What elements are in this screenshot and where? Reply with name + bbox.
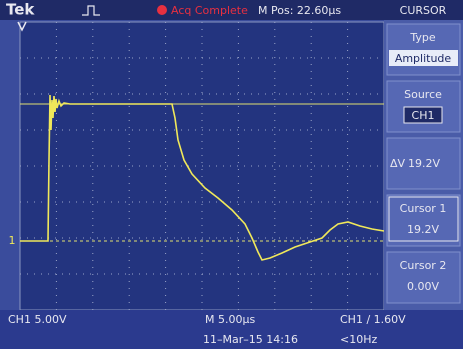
- position: M Pos: 22.60µs: [258, 4, 341, 17]
- menu-value: 19.2V: [407, 223, 439, 236]
- menu-label: Cursor 2: [400, 259, 447, 272]
- menu-value: Amplitude: [395, 52, 452, 65]
- time-scale: M 5.00µs: [205, 313, 255, 326]
- trigger-setting: CH1 ∕ 1.60V: [340, 313, 406, 326]
- menu-value: 0.00V: [407, 280, 439, 293]
- menu-label: Cursor 1: [400, 202, 447, 215]
- menu-title: CURSOR: [400, 4, 447, 17]
- frequency: <10Hz: [340, 333, 377, 346]
- menu-label: Source: [404, 88, 442, 101]
- menu-label: Type: [409, 31, 435, 44]
- status-dot: [157, 5, 167, 15]
- menu-value: CH1: [412, 109, 435, 122]
- date: 11–Mar–15 14:16: [203, 333, 298, 346]
- menu-value: 19.2V: [408, 157, 440, 170]
- display: Tek Acq Complete M Pos: 22.60µs CURSOR 1…: [0, 0, 463, 349]
- oscilloscope-screen: Tek Acq Complete M Pos: 22.60µs CURSOR 1…: [0, 0, 463, 349]
- channel-marker: 1: [9, 234, 16, 247]
- channel-scale: CH1 5.00V: [8, 313, 67, 326]
- menu-label: ΔV: [390, 157, 406, 170]
- status: Acq Complete: [171, 4, 248, 17]
- brand: Tek: [6, 1, 35, 19]
